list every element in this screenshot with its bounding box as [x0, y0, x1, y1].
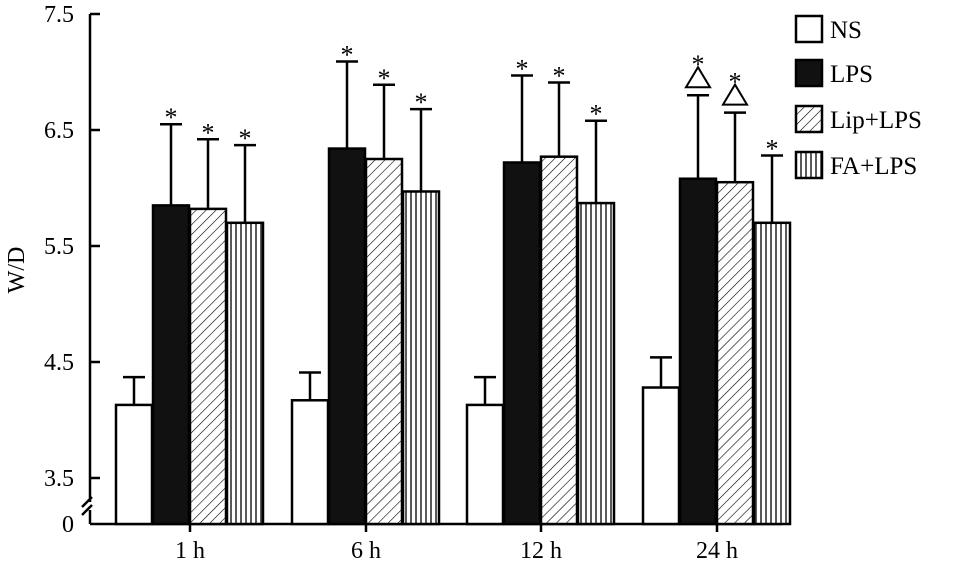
bar: [715, 180, 755, 526]
bar: [401, 190, 441, 526]
bar: [752, 221, 792, 526]
bar: [465, 403, 505, 526]
significance-star: *: [553, 61, 566, 90]
y-tick-label: 6.5: [44, 118, 74, 144]
significance-star: *: [415, 88, 428, 117]
bar: [678, 177, 718, 526]
significance-star: *: [341, 41, 354, 70]
bar: [364, 157, 404, 526]
bar: [290, 399, 330, 526]
significance-star: *: [729, 68, 742, 97]
y-tick-label: 3.5: [44, 466, 74, 492]
legend-swatch: [794, 14, 824, 44]
significance-triangle: [721, 82, 749, 106]
bar: [502, 161, 542, 526]
bars: * * * * * * * * * * * *: [114, 41, 792, 526]
axis-break-mark: [81, 496, 93, 508]
significance-star: *: [165, 103, 178, 132]
x-tick-label: 12 h: [520, 538, 562, 564]
y-tick-label: 4.5: [44, 350, 74, 376]
x-tick-label: 1 h: [175, 538, 205, 564]
legend-label: NS: [830, 17, 862, 44]
legend-swatch: [794, 150, 824, 180]
bar: [641, 386, 681, 526]
y-tick-label: 0: [62, 512, 74, 538]
significance-star: *: [692, 50, 705, 79]
bar: [114, 403, 154, 526]
legend-swatch: [794, 104, 824, 134]
significance-star: *: [239, 124, 252, 153]
significance-star: *: [202, 118, 215, 147]
bar: [539, 155, 579, 526]
bar: [576, 201, 616, 526]
significance-star: *: [516, 54, 529, 83]
y-axis-label: W/D: [4, 247, 30, 294]
x-tick-label: 6 h: [351, 538, 381, 564]
significance-star: *: [590, 100, 603, 129]
x-tick-label: 24 h: [696, 538, 738, 564]
legend-label: FA+LPS: [830, 153, 917, 180]
bar: [188, 207, 228, 526]
bar: [327, 147, 367, 526]
axis-break-mark: [81, 504, 93, 516]
y-tick-label: 7.5: [44, 2, 74, 28]
y-tick-label: 5.5: [44, 234, 74, 260]
legend-swatch: [794, 58, 824, 88]
significance-star: *: [766, 135, 779, 164]
legend-label: LPS: [830, 61, 873, 88]
bar: [225, 221, 265, 526]
significance-star: *: [378, 64, 391, 93]
legend: NS LPS Lip+LPS FA+LPS: [794, 14, 922, 180]
bar: [151, 204, 191, 526]
legend-label: Lip+LPS: [830, 107, 922, 134]
significance-triangle: [684, 65, 712, 89]
